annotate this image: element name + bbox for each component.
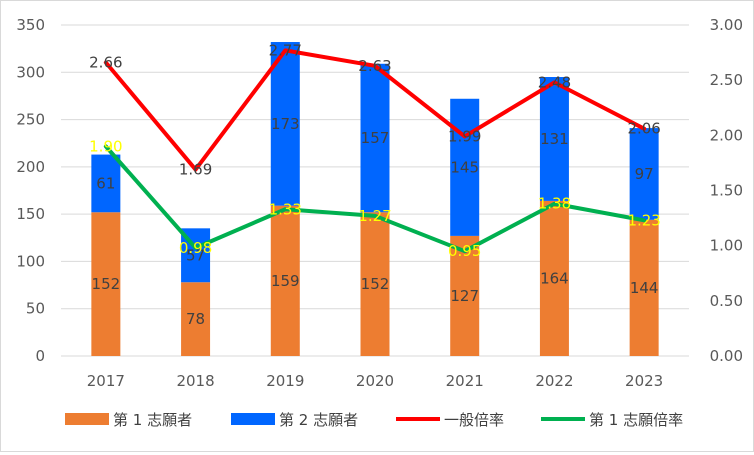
left-tick-label: 0 [35,347,45,365]
line-value-label: 1.27 [358,207,391,225]
x-tick-label: 2019 [266,372,304,390]
bar-value-label: 97 [635,165,654,183]
right-tick-label: 2.00 [710,126,743,144]
left-tick-label: 150 [16,205,45,223]
line-general-ratio [103,48,647,172]
x-tick-label: 2020 [356,372,394,390]
legend-swatch [231,413,275,425]
left-tick-label: 300 [16,63,45,81]
line-value-label: 1.38 [538,195,571,213]
x-axis-ticks: 2017 2018 2019 2020 2021 2022 2023 [87,372,663,390]
legend-label: 第 1 志願倍率 [589,411,683,429]
line-value-label: 0.95 [448,242,481,260]
bar-first-choice [270,205,300,356]
line-value-label: 1.23 [627,211,660,229]
bar-value-label: 57 [186,246,205,264]
right-tick-label: 1.50 [710,182,743,200]
bar-second-choice [629,128,659,220]
x-tick-label: 2022 [535,372,573,390]
bar-first-choice [360,212,390,356]
bar-value-label: 157 [361,129,390,147]
bar-first-choice [181,282,211,356]
left-tick-label: 350 [16,16,45,34]
right-tick-label: 3.00 [710,16,743,34]
right-tick-label: 0.50 [710,292,743,310]
bar-second-choice [539,77,569,201]
bar-value-label: 152 [361,275,390,293]
x-tick-label: 2023 [625,372,663,390]
line-value-label: 1.99 [448,127,481,145]
bar-value-label: 152 [92,275,121,293]
left-axis-ticks: 0 50 100 150 200 250 300 350 [16,16,45,365]
line-value-label: 2.06 [627,120,660,138]
bar-second-choice [360,63,390,213]
bar-value-label: 78 [186,310,205,328]
left-tick-label: 50 [26,300,45,318]
bar-first-choice [450,235,480,356]
line-value-label: 2.48 [538,73,571,91]
line-value-label: 0.98 [179,239,212,257]
bar-value-label: 145 [450,158,479,176]
right-tick-label: 0.00 [710,347,743,365]
line-value-label: 2.66 [89,54,122,72]
x-tick-label: 2017 [87,372,125,390]
legend-label: 第 1 志願者 [113,411,192,429]
left-tick-label: 100 [16,252,45,270]
bar-second-choice [91,154,121,213]
x-tick-label: 2021 [446,372,484,390]
line-first-choice-ratio [103,144,647,254]
bar-value-label: 159 [271,272,300,290]
legend-swatch [65,413,109,425]
right-tick-label: 2.50 [710,71,743,89]
line-data-labels: 2.66 1.69 2.77 2.63 1.99 2.48 2.06 1.90 0.98 1.33… [89,41,661,260]
bar-value-label: 173 [271,115,300,133]
line-value-label: 1.33 [269,200,302,218]
left-tick-label: 200 [16,158,45,176]
bar-first-choice [91,212,121,356]
bar-value-label: 164 [540,269,569,287]
lines [103,48,647,254]
bar-first-choice [629,219,659,356]
x-tick-label: 2018 [176,372,214,390]
legend: 第 1 志願者 第 2 志願者 一般倍率 第 1 志願倍率 [65,411,683,429]
bar-first-choice [539,200,569,356]
bar-data-labels: 152 61 78 57 159 173 152 157 127 145 164 131 144 97 [92,115,659,328]
bar-second-choice [270,42,300,206]
bar-value-label: 127 [450,287,479,305]
legend-label: 第 2 志願者 [279,411,358,429]
right-tick-label: 1.00 [710,237,743,255]
bar-value-label: 131 [540,130,569,148]
line-value-label: 1.69 [179,161,212,179]
right-axis-ticks: 0.00 0.50 1.00 1.50 2.00 2.50 3.00 [710,16,743,365]
legend-label: 一般倍率 [444,411,504,429]
line-value-label: 2.77 [269,41,302,59]
bars [91,42,659,356]
line-value-label: 1.90 [89,137,122,155]
left-tick-label: 250 [16,111,45,129]
bar-value-label: 144 [630,279,659,297]
bar-value-label: 61 [96,174,115,192]
line-value-label: 2.63 [358,57,391,75]
bar-second-choice [450,98,480,236]
